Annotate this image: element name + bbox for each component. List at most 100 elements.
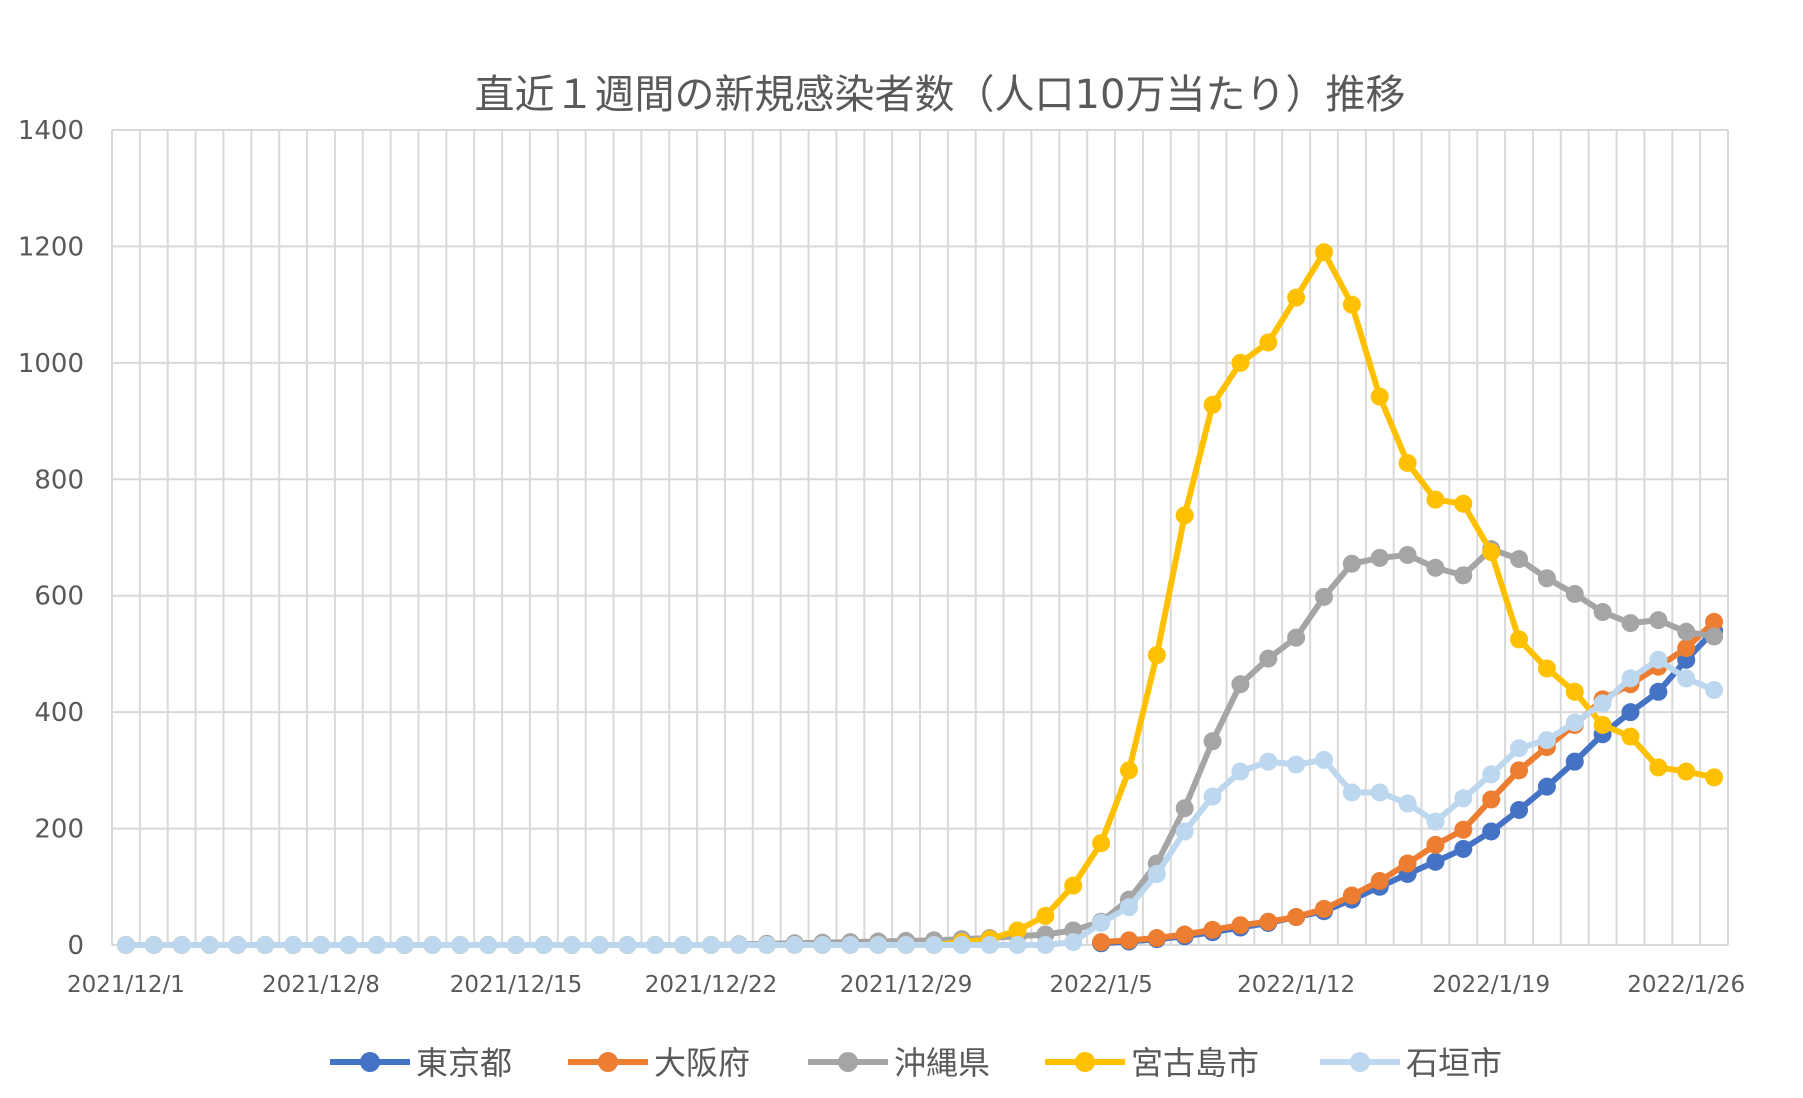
data-point	[618, 936, 637, 954]
data-point	[1593, 694, 1612, 713]
data-point	[924, 936, 943, 954]
data-point	[1677, 622, 1696, 641]
data-point	[702, 936, 721, 954]
data-point	[1454, 820, 1473, 839]
data-point	[1426, 812, 1445, 831]
data-point	[534, 936, 553, 954]
data-point	[228, 936, 247, 954]
data-point	[1398, 794, 1417, 813]
data-point	[1259, 912, 1278, 931]
data-point	[1649, 758, 1668, 777]
data-point	[674, 936, 693, 954]
legend-swatch-marker	[360, 1052, 380, 1072]
data-point	[1510, 800, 1529, 819]
data-point	[1565, 713, 1584, 732]
data-point	[1677, 669, 1696, 688]
x-tick-label: 2021/12/29	[840, 972, 973, 998]
data-point	[172, 936, 191, 954]
data-point	[1175, 822, 1194, 841]
data-point	[1705, 612, 1724, 631]
data-point	[785, 936, 804, 954]
data-point	[116, 936, 135, 954]
legend-label: 東京都	[416, 1044, 512, 1082]
data-point	[1231, 762, 1250, 781]
data-point	[1119, 931, 1138, 950]
y-tick-label: 1200	[18, 232, 84, 262]
data-point	[1398, 854, 1417, 873]
data-point	[1092, 834, 1111, 853]
data-point	[1203, 395, 1222, 414]
data-point	[1370, 783, 1389, 802]
legend-swatch-marker	[1350, 1052, 1370, 1072]
data-point	[451, 936, 470, 954]
legend-item-3: 沖縄県	[808, 1044, 990, 1082]
data-point	[1537, 659, 1556, 678]
data-point	[1705, 681, 1724, 700]
data-point	[1621, 727, 1640, 746]
data-point	[1092, 913, 1111, 932]
data-point	[479, 936, 498, 954]
legend-label: 宮古島市	[1131, 1044, 1259, 1082]
x-tick-label: 2021/12/8	[262, 972, 380, 998]
data-point	[1203, 732, 1222, 751]
series-5	[116, 650, 1724, 954]
data-point	[507, 936, 525, 954]
data-point	[1008, 936, 1027, 954]
data-point	[1565, 682, 1584, 701]
data-point	[1370, 548, 1389, 567]
data-point	[1315, 587, 1333, 606]
data-point	[284, 936, 303, 954]
data-point	[256, 936, 275, 954]
data-point	[1510, 761, 1529, 780]
data-point	[200, 936, 219, 954]
data-point	[423, 936, 442, 954]
series-line	[122, 656, 1718, 948]
grid	[111, 129, 1729, 946]
legend-item-4: 宮古島市	[1045, 1044, 1259, 1082]
data-point	[1705, 768, 1724, 787]
data-point	[1649, 650, 1668, 669]
data-point	[1231, 353, 1250, 372]
data-point	[1287, 288, 1306, 307]
data-point	[1454, 789, 1473, 808]
data-point	[1119, 761, 1138, 780]
data-point	[1092, 933, 1111, 952]
data-point	[144, 936, 163, 954]
x-tick-label: 2021/12/22	[645, 972, 778, 998]
data-point	[1342, 886, 1361, 905]
data-point	[1231, 916, 1250, 935]
data-point	[1036, 906, 1055, 925]
data-point	[1677, 639, 1696, 658]
data-point	[1342, 295, 1361, 314]
data-point	[590, 936, 609, 954]
data-point	[1649, 682, 1668, 701]
legend-label: 沖縄県	[894, 1044, 990, 1082]
chart-title: 直近１週間の新規感染者数（人口10万当たり）推移	[475, 72, 1406, 118]
y-tick-label: 800	[34, 465, 84, 495]
data-point	[1259, 752, 1278, 771]
data-point	[1398, 453, 1417, 472]
series-group	[116, 243, 1724, 954]
data-point	[869, 936, 888, 954]
legend-swatch-marker	[838, 1052, 858, 1072]
data-point	[1147, 646, 1166, 665]
data-point	[1203, 787, 1222, 806]
data-point	[1008, 921, 1027, 940]
legend-item-5: 石垣市	[1320, 1044, 1502, 1082]
legend-label: 大阪府	[654, 1044, 750, 1082]
data-point	[1705, 627, 1724, 646]
data-point	[1454, 839, 1473, 858]
data-point	[1537, 569, 1556, 588]
data-point	[897, 936, 916, 954]
data-point	[1231, 675, 1250, 694]
data-point	[1287, 628, 1306, 647]
data-point	[1510, 630, 1529, 649]
data-point	[1064, 876, 1083, 895]
data-point	[1147, 929, 1166, 948]
data-point	[1482, 543, 1501, 562]
x-axis: 2021/12/1 2021/12/8 2021/12/15 2021/12/22 20…	[67, 944, 1745, 998]
data-point	[1482, 822, 1501, 841]
